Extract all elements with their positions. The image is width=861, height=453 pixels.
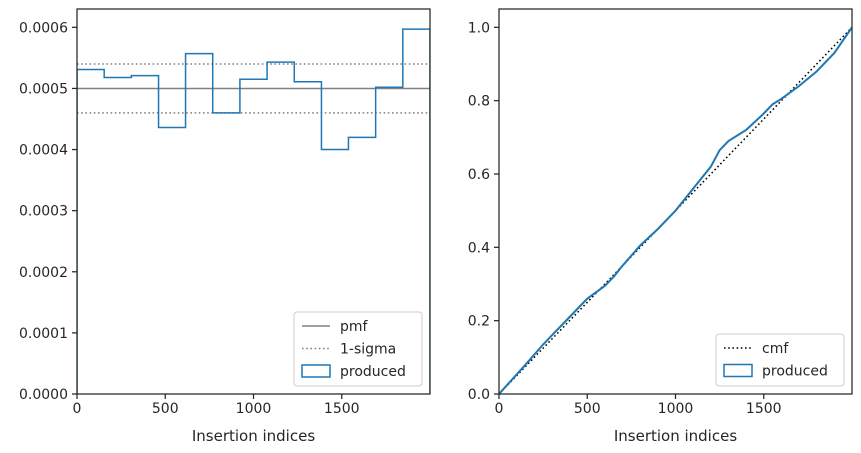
x-axis-label: Insertion indices <box>614 427 737 445</box>
x-tick-label: 0 <box>73 401 82 417</box>
y-tick-label: 0.2 <box>468 314 490 330</box>
legend-box <box>293 311 423 387</box>
legend-key-produced <box>301 364 331 378</box>
legend-label: pmf <box>340 319 369 335</box>
data-layer <box>499 26 852 394</box>
legend: pmf 1-sigma produced <box>293 311 423 387</box>
y-tick-label: 0.0002 <box>19 265 68 281</box>
y-tick-label: 0.0001 <box>19 326 68 342</box>
x-tick-label: 1000 <box>236 401 272 417</box>
x-tick-label: 500 <box>152 401 179 417</box>
legend-label: 1-sigma <box>340 342 396 358</box>
x-tick-label: 0 <box>495 401 504 417</box>
y-tick-label: 0.0 <box>468 387 490 403</box>
legend-label: cmf <box>762 341 789 357</box>
x-tick-label: 1000 <box>658 401 694 417</box>
legend-label: produced <box>762 364 828 380</box>
x-tick-label: 1500 <box>746 401 782 417</box>
y-tick-label: 0.0000 <box>19 387 68 403</box>
left-chart-pmf: 0 500 1000 1500 0.0000 0.0001 0.0002 0.0003 0.00… <box>19 8 431 445</box>
legend-label: produced <box>340 364 406 380</box>
y-tick-label: 0.6 <box>468 167 490 183</box>
y-tick-label: 1.0 <box>468 20 490 36</box>
produced-step <box>77 28 430 394</box>
data-layer <box>77 28 430 394</box>
legend-box <box>715 333 845 387</box>
legend-key-produced <box>723 363 753 378</box>
x-tick-label: 500 <box>574 401 601 417</box>
y-tick-label: 0.0006 <box>19 20 68 36</box>
legend: cmf produced <box>715 333 845 387</box>
x-tick-label: 1500 <box>324 401 360 417</box>
y-tick-label: 0.4 <box>468 240 490 256</box>
y-tick-label: 0.0005 <box>19 81 68 97</box>
y-tick-label: 0.0004 <box>19 143 68 159</box>
y-tick-label: 0.0003 <box>19 204 68 220</box>
produced-line <box>499 26 852 394</box>
y-tick-label: 0.8 <box>468 94 490 110</box>
cmf-line <box>499 26 852 394</box>
x-axis-label: Insertion indices <box>192 427 315 445</box>
right-chart-cmf: 0 500 1000 1500 0.0 0.2 0.4 0.6 0.8 1.0 Insertion … <box>468 8 853 445</box>
